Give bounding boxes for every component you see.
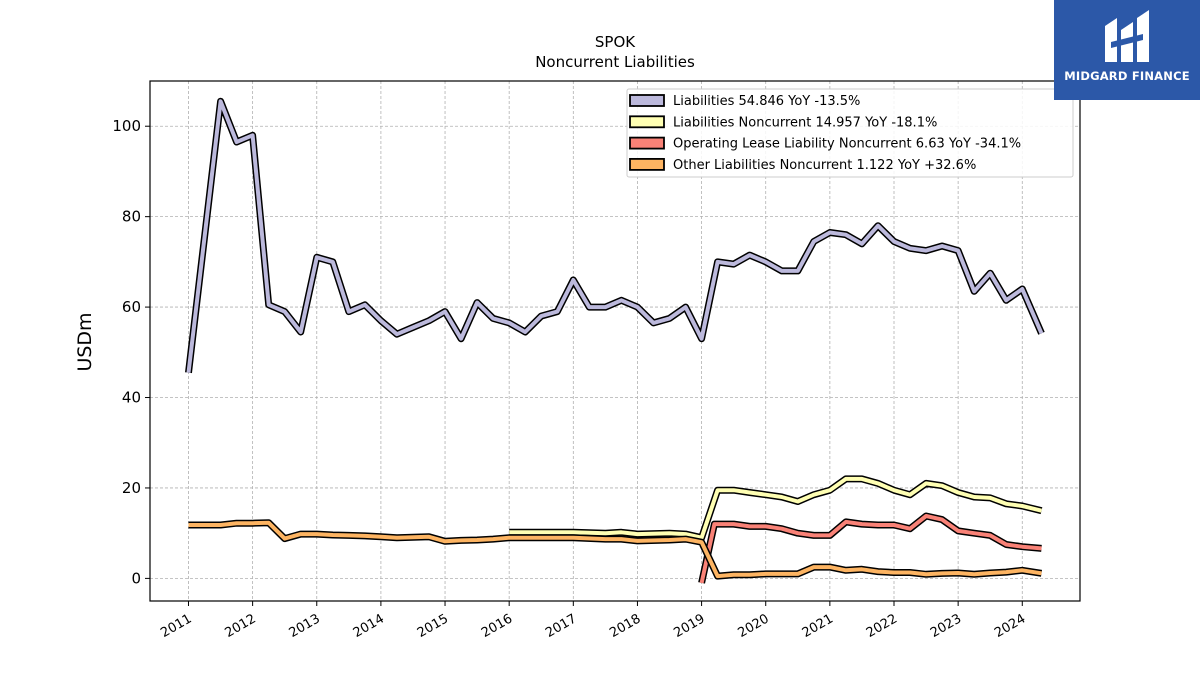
- series-line: [186, 99, 1044, 373]
- y-tick-label: 100: [112, 117, 141, 135]
- legend-entry: Operating Lease Liability Noncurrent 6.6…: [673, 137, 1021, 152]
- y-tick-label: 80: [122, 208, 141, 226]
- legend-entry: Liabilities 54.846 YoY -13.5%: [673, 94, 860, 109]
- chart-subtitle: Noncurrent Liabilities: [535, 53, 695, 71]
- series-4: [188, 519, 1043, 580]
- y-tick-label: 0: [131, 569, 141, 587]
- legend-swatch: [629, 94, 665, 107]
- y-tick-label: 40: [122, 389, 141, 407]
- series-1: [185, 97, 1045, 374]
- series-2: [509, 475, 1043, 542]
- midgard-logo-mark-icon: [1105, 10, 1149, 62]
- legend-swatch: [629, 115, 665, 129]
- legend-swatch: [629, 136, 665, 150]
- y-tick-label: 20: [122, 479, 141, 497]
- series-line: [509, 476, 1042, 540]
- y-axis: 0 20 40 60 80 100: [112, 117, 150, 587]
- plot-frame: [149, 80, 1081, 602]
- legend-frame: [626, 88, 1074, 178]
- logo-text: MIDGARD FINANCE: [1064, 69, 1190, 83]
- y-tick-label: 60: [122, 298, 141, 316]
- legend-entry: Liabilities Noncurrent 14.957 YoY -18.1%: [673, 115, 937, 130]
- legend-entry: Other Liabilities Noncurrent 1.122 YoY +…: [673, 158, 976, 173]
- series-line: [188, 520, 1042, 579]
- midgard-finance-logo: MIDGARD FINANCE: [1054, 0, 1200, 100]
- chart-title: SPOK: [595, 33, 636, 51]
- series-line: [699, 514, 1042, 584]
- series-layer: [185, 97, 1045, 584]
- legend-swatch: [629, 157, 665, 171]
- y-axis-label: USDm: [74, 312, 96, 371]
- legend: Liabilities 54.846 YoY -13.5% Liabilities…: [626, 88, 1074, 178]
- series-3: [698, 512, 1042, 584]
